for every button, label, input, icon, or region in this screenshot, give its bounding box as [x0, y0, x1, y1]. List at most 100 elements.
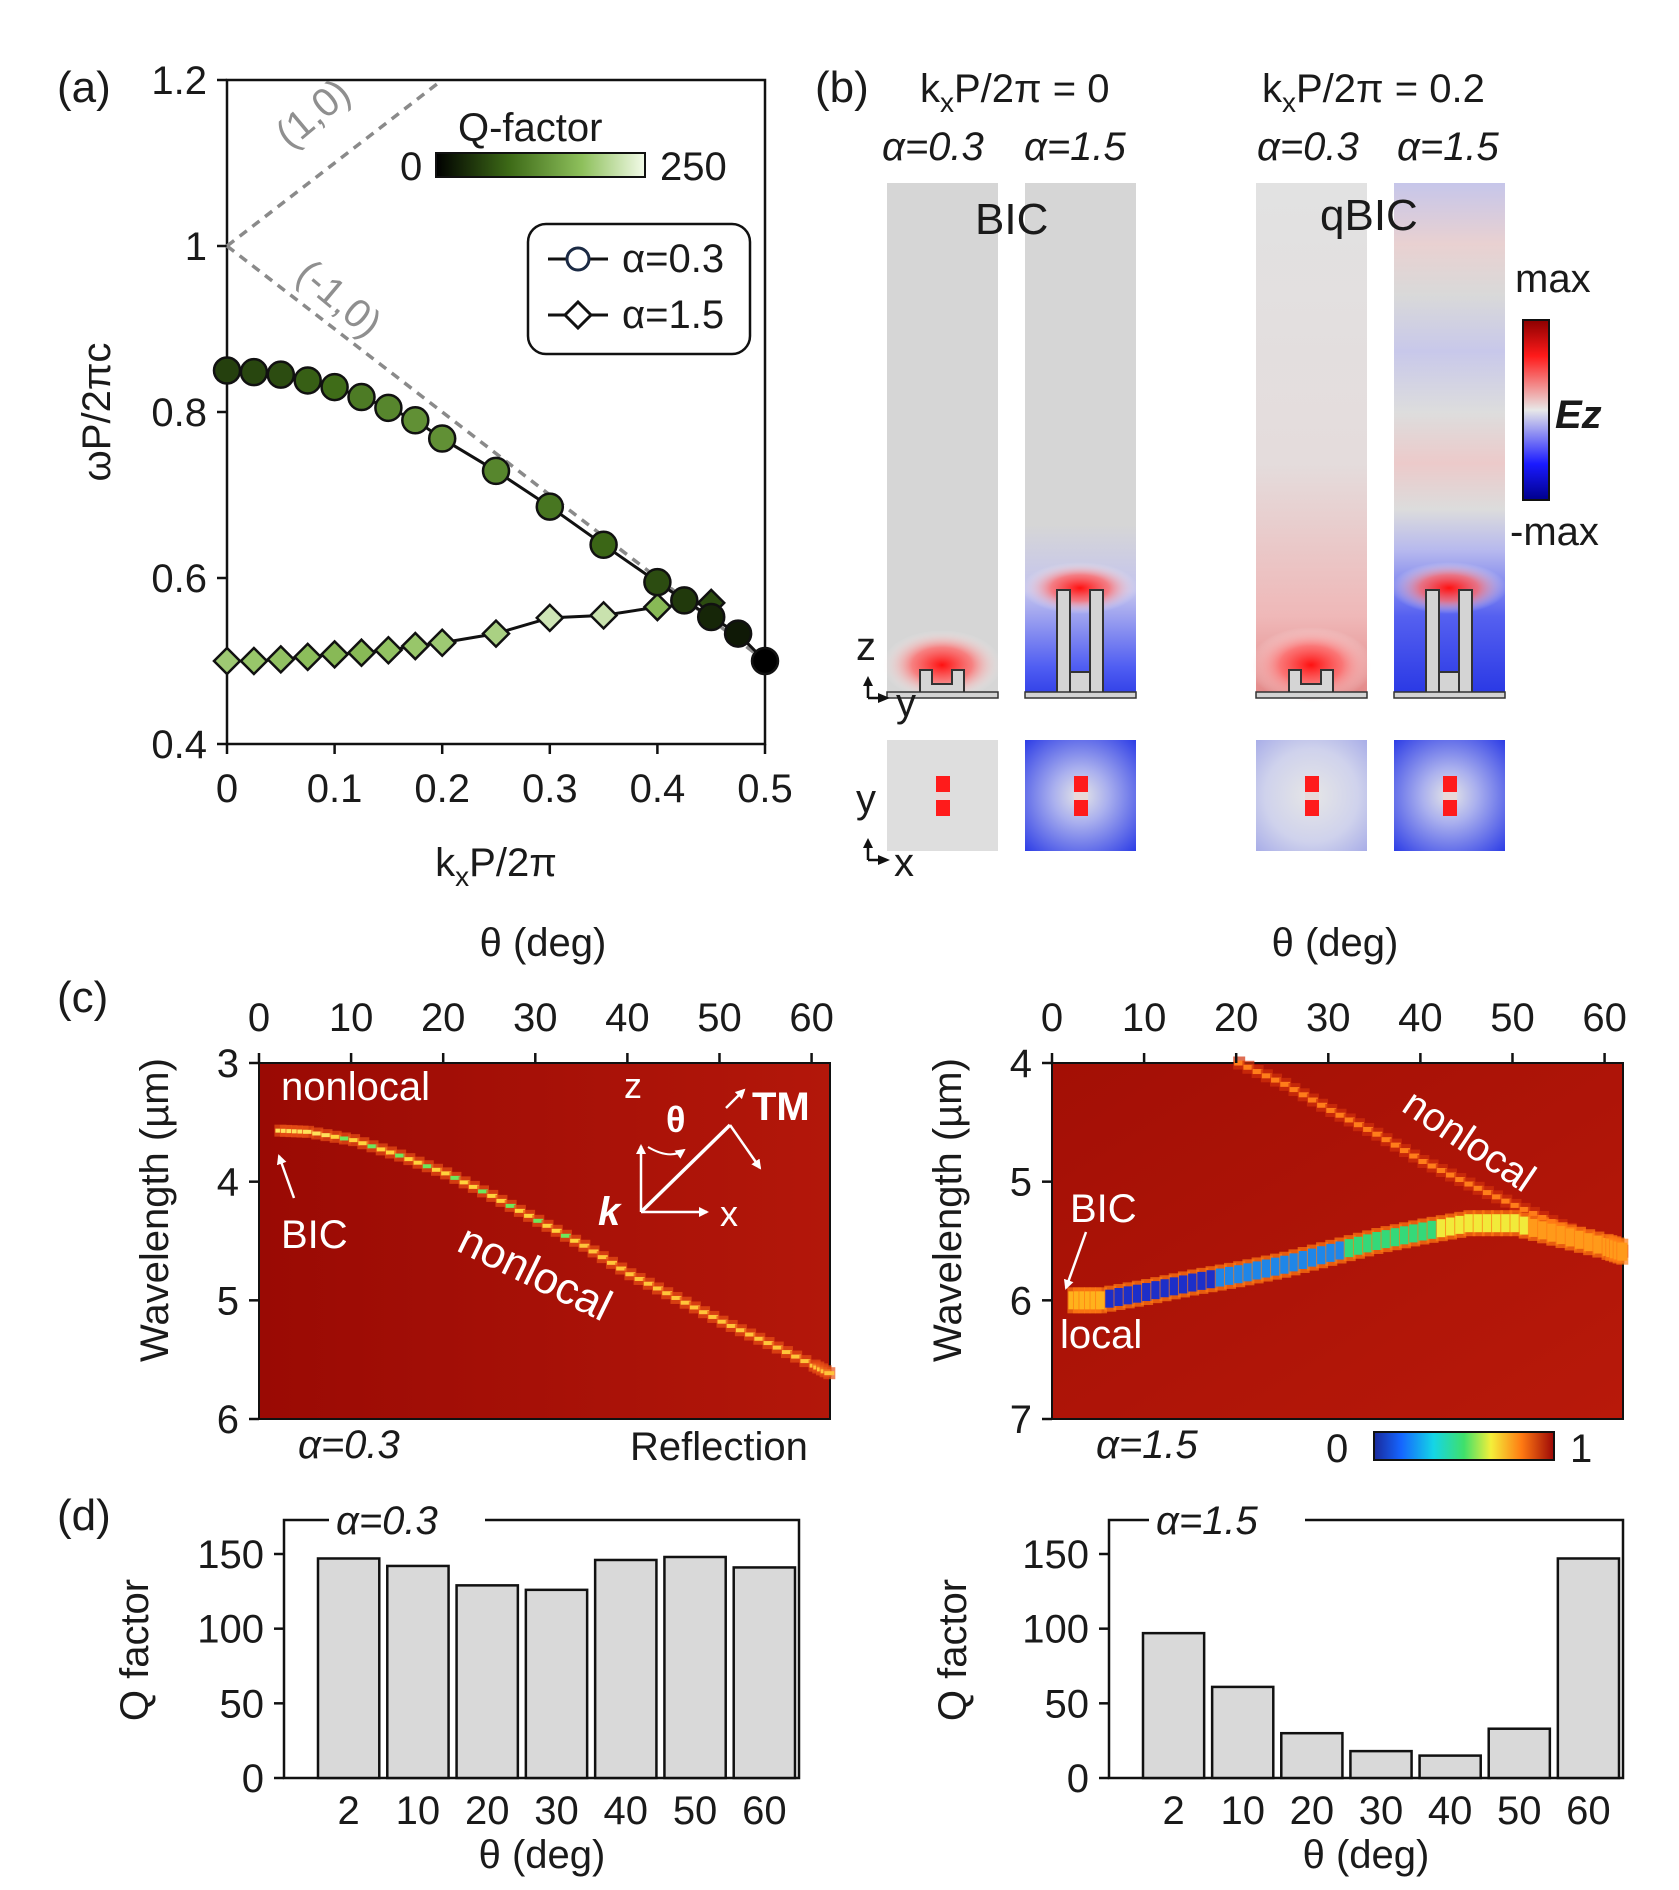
inset-theta-label: θ — [666, 1099, 685, 1140]
band-cell — [330, 1134, 341, 1139]
band-cell — [1372, 1232, 1383, 1250]
band-cell — [1188, 1273, 1199, 1292]
circle-marker — [401, 406, 430, 435]
circle-marker — [589, 530, 618, 560]
b-k02-label: kxP/2π = 0.2 — [1262, 67, 1485, 118]
axis-x-label: x — [894, 841, 914, 885]
b-alpha-label-4: α=1.5 — [1397, 125, 1500, 169]
band-cell — [699, 1310, 710, 1315]
band-cell — [1178, 1275, 1189, 1294]
x-tick-label: 60 — [1582, 996, 1627, 1040]
band-cell — [1409, 1153, 1420, 1159]
d2-ylabel: Q factor — [931, 1579, 975, 1721]
y-tick-label: 7 — [1010, 1398, 1032, 1442]
band-cell — [505, 1203, 516, 1208]
q-colorbar-max: 250 — [660, 145, 727, 189]
c1-bic-arrow — [276, 1154, 296, 1199]
ez-colorbar-quantity: Ez — [1555, 393, 1602, 437]
ez-colorbar-max: max — [1515, 257, 1591, 301]
band-cell — [643, 1281, 654, 1286]
q-colorbar-title: Q-factor — [458, 106, 602, 150]
band-cell — [1142, 1283, 1153, 1302]
circle-marker — [374, 393, 403, 423]
y-tick-label: 3 — [217, 1042, 239, 1086]
band-cell — [1317, 1246, 1328, 1265]
x-tick-label: 0.5 — [737, 767, 793, 811]
circle-marker — [696, 602, 726, 632]
band-cell — [1455, 1177, 1466, 1183]
y-tick-label: 100 — [1022, 1608, 1089, 1652]
band-cell — [597, 1255, 608, 1260]
x-tick-label: 30 — [534, 1789, 579, 1833]
x-tick-label: 50 — [697, 996, 742, 1040]
band-cell — [1252, 1261, 1263, 1280]
ez-colorbar — [1522, 319, 1550, 501]
x-tick-label: 0 — [216, 767, 238, 811]
circle-marker — [239, 357, 269, 387]
band-cell — [754, 1336, 765, 1341]
b-alpha-label-1: α=0.3 — [882, 125, 984, 169]
band-cell — [1151, 1281, 1162, 1300]
band-cell — [1132, 1284, 1143, 1303]
band-cell — [763, 1341, 774, 1346]
y-tick-label: 50 — [1045, 1682, 1090, 1726]
band-cell — [634, 1276, 645, 1281]
panel-b-label: (b) — [815, 63, 869, 112]
band-cell — [1436, 1168, 1447, 1174]
band-cell — [1399, 1226, 1410, 1245]
diamond-marker — [373, 635, 404, 665]
d1-ylabel: Q factor — [113, 1579, 157, 1721]
c-colorbar — [1373, 1431, 1555, 1461]
band-cell — [1565, 1228, 1576, 1247]
d2-title: α=1.5 — [1156, 1499, 1259, 1543]
band-cell — [1381, 1137, 1392, 1143]
x-tick-label: 0.2 — [414, 767, 470, 811]
panel-a: (a) 0 0.1 0.2 0.3 0.4 0.50.40.60.811.2 (1,0) … — [57, 59, 793, 892]
diamond-marker — [427, 627, 457, 658]
band-cell — [1215, 1268, 1226, 1287]
bar — [455, 1584, 520, 1780]
band-cell — [1123, 1286, 1134, 1305]
band-cell — [588, 1249, 599, 1254]
diamond-marker — [292, 642, 323, 672]
band-cell — [478, 1189, 489, 1194]
x-tick-label: 20 — [421, 996, 466, 1040]
band-cell — [1353, 1122, 1364, 1128]
bar — [1556, 1557, 1621, 1780]
y-tick-label: 0.8 — [151, 391, 207, 435]
bar — [316, 1557, 381, 1780]
y-tick-label: 150 — [1022, 1533, 1089, 1577]
b-field-map-1 — [882, 183, 1002, 851]
band-cell — [1574, 1230, 1585, 1249]
inset-tm-label: TM — [752, 1085, 810, 1129]
band-cell — [1243, 1064, 1254, 1070]
y-tick-label: 5 — [1010, 1161, 1032, 1205]
band-cell — [404, 1157, 415, 1162]
band-cell — [662, 1291, 673, 1296]
axis-z-label: z — [856, 625, 876, 669]
x-tick-label: 10 — [396, 1789, 441, 1833]
b-field-map-2 — [1022, 183, 1138, 851]
band-cell — [542, 1223, 553, 1228]
x-tick-label: 50 — [1490, 996, 1535, 1040]
bar — [1487, 1727, 1552, 1780]
band-cell — [735, 1328, 746, 1333]
band-cell — [441, 1171, 452, 1176]
band-cell — [745, 1332, 756, 1337]
band-cell — [1510, 1202, 1521, 1208]
band-cell — [1501, 1214, 1512, 1233]
c1-band — [274, 1124, 836, 1380]
band-cell — [726, 1323, 737, 1328]
band-cell — [606, 1260, 617, 1265]
panel-c: (c) θ (deg) θ (deg) Wavelength (µm) Wave… — [57, 921, 1629, 1471]
bar — [1349, 1749, 1413, 1780]
band-cell — [312, 1131, 323, 1136]
light-line-label-1-0: (1,0) — [268, 70, 359, 157]
band-cell — [1584, 1233, 1595, 1252]
band-cell — [1519, 1206, 1530, 1212]
band-cell — [1418, 1158, 1429, 1164]
c2-ylabel: Wavelength (µm) — [926, 1058, 970, 1362]
panel-a-label: (a) — [57, 63, 111, 112]
circle-marker — [266, 360, 296, 389]
circle-marker — [293, 366, 322, 395]
